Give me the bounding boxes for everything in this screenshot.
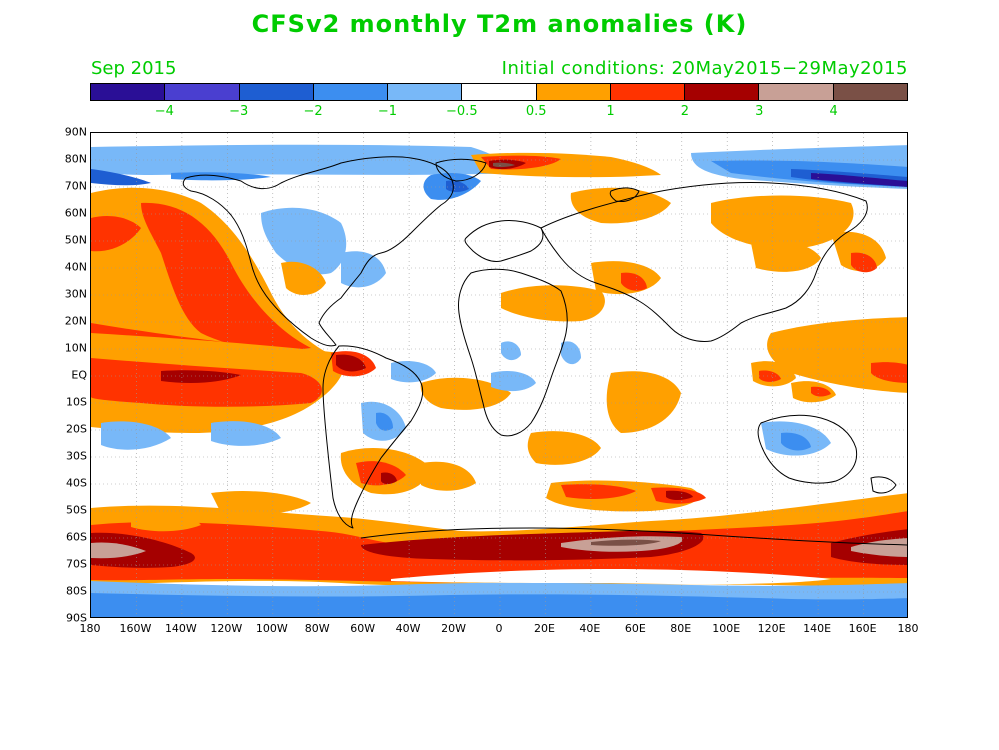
colorbar-tick-label: 0.5 [525,104,547,119]
latitude-label: 30S [66,449,87,463]
anomaly-map [90,132,908,618]
greenland-coast [435,158,487,182]
colorbar-tick-label: −0.5 [446,104,478,119]
colorbar-tick-label: 4 [829,104,838,119]
longitude-label: 100E [712,622,741,635]
longitude-label: 80W [304,622,330,635]
longitude-label: 160E [848,622,877,635]
initial-conditions: Initial conditions: 20May2015−29May2015 [501,58,908,79]
scandinavia-coast [609,187,640,202]
new-zealand-coast [870,476,897,494]
longitude-label: 140W [164,622,197,635]
continental-anomalies [261,187,886,456]
longitude-label: 60W [350,622,376,635]
colorbar-swatch [610,84,686,100]
longitude-label: 60E [624,622,646,635]
longitude-label: 120W [210,622,243,635]
colorbar-swatch [759,84,834,100]
colorbar-legend [90,83,908,101]
latitude-label: 10N [64,341,87,355]
latitude-label: 20N [64,314,87,328]
forecast-month: Sep 2015 [91,58,177,79]
longitude-label: 0 [495,622,503,635]
colorbar-tick-label: 2 [680,104,690,119]
latitude-label: 70N [64,179,87,193]
southern-ocean-warm-band [91,493,907,588]
latitude-label: 60S [66,530,87,544]
longitude-label: 160W [119,622,152,635]
latitude-label: EQ [71,368,87,382]
tropical-anomalies [101,285,706,532]
latitude-label: 20S [66,422,87,436]
latitude-label: 80S [66,584,87,598]
longitude-label: 180 [897,622,919,635]
colorbar-swatch [313,84,389,100]
colorbar-tick-label: 3 [755,104,764,119]
anomaly-map-svg [91,133,907,617]
colorbar-swatch [536,84,611,100]
longitude-label: 20W [441,622,466,635]
equatorial-pacific-warm [91,317,907,433]
colorbar-swatch [462,84,537,100]
latitude-label: 90S [66,611,87,625]
colorbar-tick-label: −4 [154,104,174,119]
colorbar-tick-label: −3 [229,104,249,119]
arctic-region [91,144,907,200]
colorbar-swatch [91,84,166,100]
antarctic-cold-band [91,569,907,617]
lat-lon-gridlines [91,133,907,617]
longitude-label: 120E [757,622,786,635]
latitude-label: 10S [66,395,87,409]
longitude-label: 40E [579,622,601,635]
australia-coast [757,414,858,484]
africa-coast [458,268,568,437]
longitude-label: 80E [670,622,692,635]
colorbar-tick-label: 1 [606,104,615,119]
latitude-label: 80N [64,152,87,166]
latitude-label: 50S [66,503,87,517]
colorbar-swatch [165,84,240,100]
longitude-label: 40W [395,622,421,635]
colorbar-swatch [388,84,463,100]
longitude-label: 180 [79,622,101,635]
latitude-label: 50N [64,233,87,247]
latitude-label: 30N [64,287,87,301]
latitude-label: 40N [64,260,87,274]
south-america-coast [322,345,424,529]
antarctica-coast [360,527,907,546]
map-title: CFSv2 monthly T2m anomalies (K) [251,10,748,38]
latitude-label: 40S [66,476,87,490]
longitude-label: 20E [533,622,555,635]
colorbar-swatch [833,84,907,100]
colorbar-tick-label: −1 [377,104,398,119]
north-america-coast [182,156,454,347]
asia-coast [540,181,868,342]
colorbar-swatch [685,84,760,100]
latitude-label: 70S [66,557,87,571]
longitude-label: 140E [803,622,832,635]
coastlines [182,156,907,546]
latitude-label: 60N [64,206,87,220]
latitude-label: 90N [64,125,87,139]
colorbar-swatch [239,84,314,100]
europe-coast [464,220,544,262]
colorbar-tick-label: −2 [303,104,323,119]
longitude-label: 100W [255,622,288,635]
